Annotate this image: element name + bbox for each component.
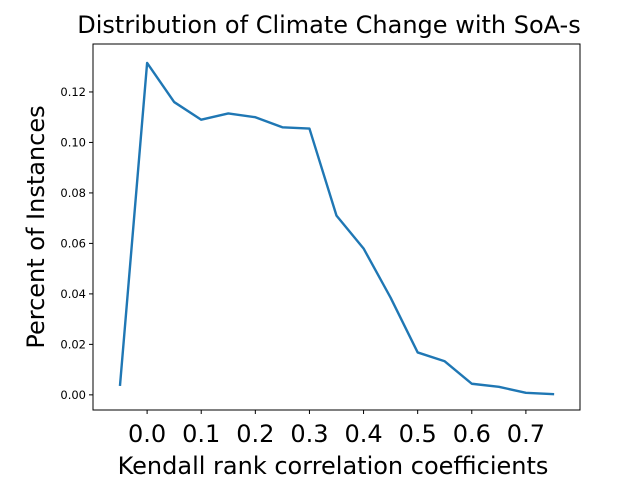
y-tick-label: 0.06 [60,236,86,250]
series-layer [118,61,555,396]
x-tick-label: 0.2 [236,420,274,448]
y-tick-label: 0.08 [60,186,86,200]
x-tick-label: 0.1 [182,420,220,448]
y-tick-label: 0.10 [60,135,86,149]
y-tick-label: 0.12 [60,85,86,99]
x-tick-label: 0.5 [399,420,437,448]
x-tick-label: 0.3 [290,420,328,448]
y-tick-label: 0.00 [60,388,86,402]
x-tick-label: 0.4 [344,420,382,448]
y-tick-label: 0.02 [60,337,86,351]
y-tick-label: 0.04 [60,287,86,301]
x-axis: 0.0 0.1 0.2 0.3 0.4 0.5 0.6 0.7 [128,410,545,448]
plot-area [92,43,581,411]
y-axis: 0.00 0.02 0.04 0.06 0.08 0.10 0.12 [60,85,93,402]
chart-title: Distribution of Climate Change with SoA-… [77,11,580,39]
x-axis-label: Kendall rank correlation coefficients [118,452,549,480]
x-tick-label: 0.0 [128,420,166,448]
x-tick-label: 0.7 [507,420,545,448]
y-axis-label: Percent of Instances [22,105,50,348]
x-tick-label: 0.6 [453,420,491,448]
